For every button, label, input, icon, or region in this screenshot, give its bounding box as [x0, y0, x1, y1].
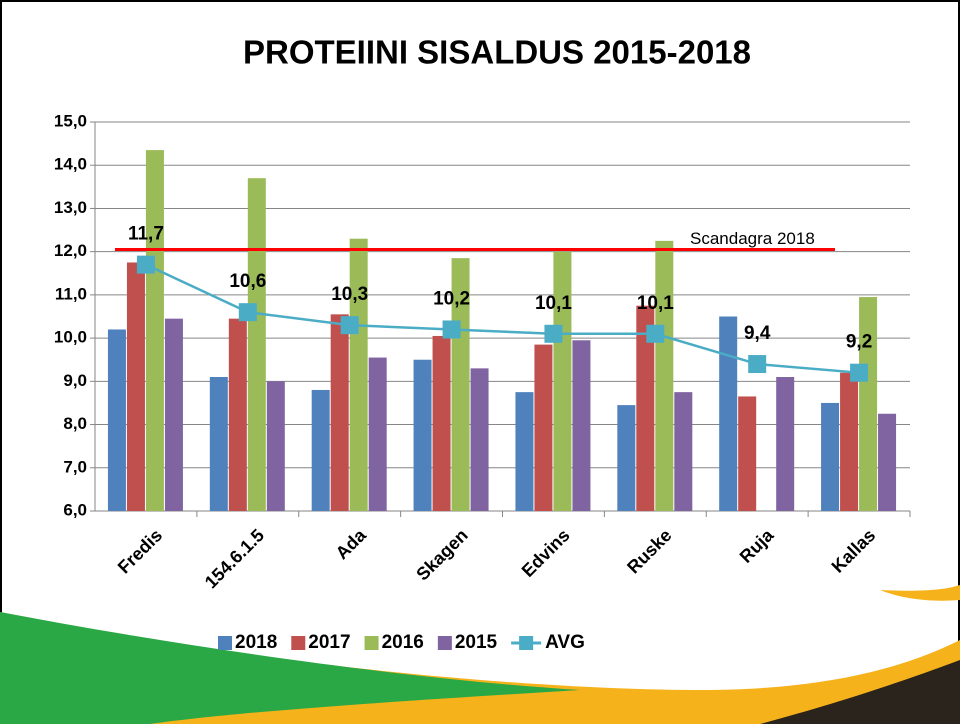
reference-label: Scandagra 2018: [690, 229, 815, 248]
avg-marker: [238, 303, 257, 322]
data-label: 11,7: [128, 224, 164, 245]
legend-swatch: [519, 636, 534, 650]
bar: [311, 389, 330, 511]
bar: [349, 238, 368, 511]
data-label: 10,2: [433, 288, 470, 309]
bar: [534, 344, 553, 511]
legend-swatch: [437, 636, 452, 650]
y-tick-label: 14,0: [54, 155, 87, 174]
avg-marker: [748, 355, 767, 374]
bar: [266, 381, 285, 511]
avg-marker: [544, 324, 563, 343]
bar: [413, 359, 432, 511]
bar: [776, 377, 795, 511]
bar: [515, 392, 534, 511]
bar: [840, 372, 859, 511]
data-label: 9,4: [744, 323, 771, 344]
bar: [617, 405, 636, 511]
bar: [572, 340, 591, 511]
y-tick-label: 15,0: [54, 111, 87, 130]
bar: [859, 297, 878, 511]
bar: [878, 413, 897, 511]
legend-swatch: [291, 636, 306, 650]
legend-swatch: [218, 636, 232, 650]
decor-dark: [760, 660, 960, 724]
y-tick-label: 11,0: [55, 284, 87, 303]
avg-marker: [442, 320, 461, 339]
data-label: 10,1: [535, 293, 572, 314]
bar: [368, 357, 387, 511]
y-tick-label: 6,0: [63, 500, 87, 519]
data-label: 10,3: [331, 284, 368, 305]
data-label: 9,2: [846, 332, 872, 353]
bar: [107, 329, 126, 511]
bar: [126, 262, 145, 511]
y-tick-label: 10,0: [54, 328, 87, 347]
decor-corner: [880, 585, 960, 601]
bar: [553, 251, 572, 511]
bar: [330, 314, 349, 511]
avg-marker: [340, 316, 359, 335]
bar: [432, 335, 451, 511]
data-label: 10,6: [229, 271, 266, 292]
bar: [738, 396, 757, 511]
chart-title: PROTEIINI SISALDUS 2015-2018: [243, 34, 751, 71]
y-tick-label: 13,0: [54, 198, 87, 217]
decor-green: [0, 612, 580, 724]
avg-marker: [646, 324, 665, 343]
legend-label: AVG: [545, 632, 585, 653]
bar: [209, 377, 228, 511]
legend-label: 2016: [382, 632, 424, 653]
avg-marker: [136, 255, 155, 274]
bar: [636, 305, 655, 511]
legend-label: 2017: [308, 632, 350, 653]
data-label: 10,1: [637, 293, 674, 314]
y-tick-label: 9,0: [63, 371, 87, 390]
legend-label: 2018: [235, 632, 277, 653]
bar: [719, 316, 738, 511]
bar: [470, 368, 489, 511]
bar: [655, 240, 674, 511]
bar: [821, 402, 840, 511]
y-tick-label: 12,0: [54, 241, 87, 260]
bar: [247, 178, 266, 511]
bar: [228, 318, 247, 511]
legend-swatch: [364, 636, 379, 650]
bar: [164, 318, 183, 511]
y-tick-label: 8,0: [63, 414, 87, 433]
y-tick-label: 7,0: [63, 457, 87, 476]
avg-marker: [850, 363, 869, 382]
legend-label: 2015: [455, 632, 498, 653]
bar: [674, 392, 693, 511]
bar: [145, 150, 164, 511]
avg-line: [145, 263, 860, 374]
